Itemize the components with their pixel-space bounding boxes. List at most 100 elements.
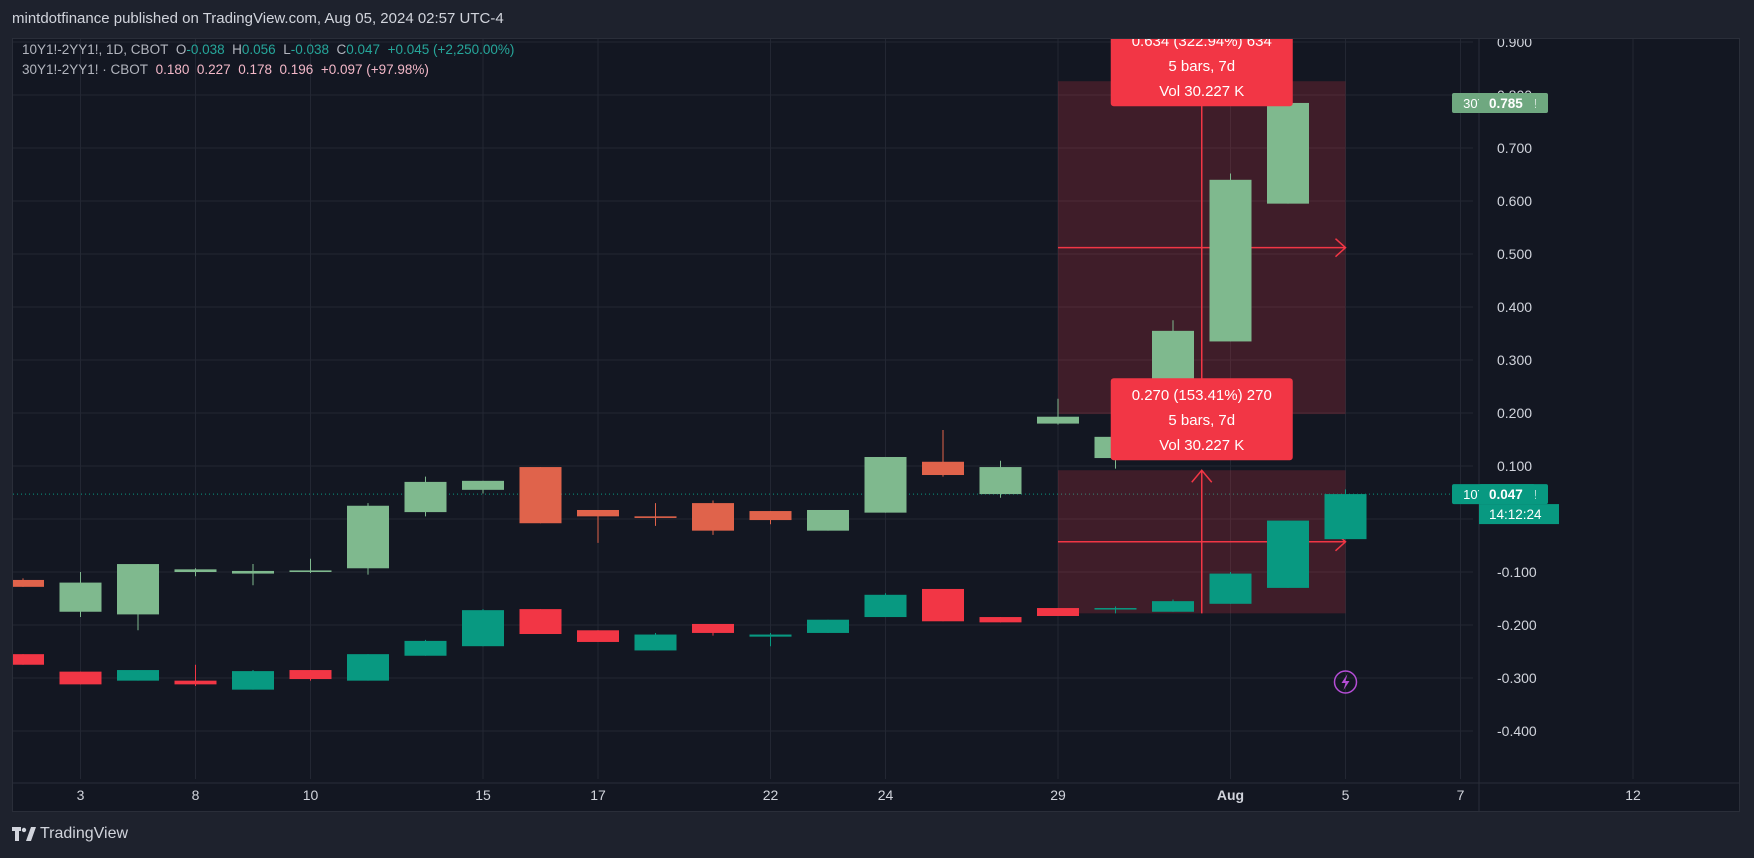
lightning-icon[interactable] xyxy=(1333,670,1358,694)
series-30y xyxy=(13,81,1309,631)
x-tick-label: 8 xyxy=(192,787,200,803)
candle-body xyxy=(577,630,619,642)
candle-body xyxy=(577,509,619,517)
candle[interactable] xyxy=(692,623,734,636)
x-tick-label: Aug xyxy=(1217,787,1244,803)
candle[interactable] xyxy=(519,609,562,635)
legend-change-2: +0.097 (+97.98%) xyxy=(320,62,429,77)
candle[interactable] xyxy=(174,664,217,686)
candle[interactable] xyxy=(462,480,504,494)
x-tick-label: 12 xyxy=(1625,787,1641,803)
candle[interactable] xyxy=(404,639,447,656)
footer-brand-text: TradingView xyxy=(40,825,129,842)
candle[interactable] xyxy=(979,617,1022,623)
candle[interactable] xyxy=(807,619,849,633)
y-tick-label: 0.900 xyxy=(1497,39,1532,50)
candle[interactable] xyxy=(922,429,964,477)
candle[interactable] xyxy=(1324,489,1367,540)
candle[interactable] xyxy=(519,467,562,524)
y-tick-label: 0.600 xyxy=(1497,193,1532,209)
candle[interactable] xyxy=(1267,520,1309,588)
legend-high: 0.056 xyxy=(241,42,276,57)
lightning-icon-bolt xyxy=(1341,674,1350,690)
measure-arrow-up xyxy=(1191,469,1213,483)
candle[interactable] xyxy=(749,511,792,525)
candle[interactable] xyxy=(59,572,102,618)
candle[interactable] xyxy=(174,568,217,577)
legend-close: 0.047 xyxy=(346,42,381,57)
price-value-tag-text: 0.047 xyxy=(1489,487,1523,502)
y-tick-label: -0.100 xyxy=(1497,564,1537,580)
candle[interactable] xyxy=(232,670,274,690)
candle[interactable] xyxy=(13,578,44,587)
candle[interactable] xyxy=(347,654,389,681)
candle-body xyxy=(634,634,677,651)
candle-body xyxy=(1152,601,1194,612)
candle[interactable] xyxy=(404,476,447,517)
candle-body xyxy=(289,570,332,572)
candle[interactable] xyxy=(13,654,44,665)
candle[interactable] xyxy=(864,593,907,618)
measure-label-box xyxy=(1110,39,1293,107)
candle[interactable] xyxy=(634,632,677,651)
candle[interactable] xyxy=(864,456,907,513)
candle[interactable] xyxy=(1152,320,1194,390)
candle[interactable] xyxy=(232,564,274,586)
chart-frame[interactable]: 0.9000.8000.7000.6000.5000.4000.3000.200… xyxy=(12,38,1740,812)
candle[interactable] xyxy=(807,509,849,531)
legend-symbol-2[interactable]: 30Y1!-2YY1! · CBOT xyxy=(22,62,149,77)
x-tick-label: 3 xyxy=(77,787,85,803)
candle[interactable] xyxy=(634,503,677,526)
series-10y xyxy=(13,489,1367,690)
candle[interactable] xyxy=(1037,398,1079,425)
candle-body xyxy=(59,671,102,685)
candle[interactable] xyxy=(289,558,332,574)
candle[interactable] xyxy=(749,632,792,647)
candle-body xyxy=(1209,179,1252,342)
candle[interactable] xyxy=(922,588,964,622)
candle[interactable] xyxy=(979,460,1022,498)
x-tick-label: 29 xyxy=(1050,787,1066,803)
measure-arrow-right xyxy=(1334,238,1347,258)
chart-canvas[interactable]: 0.9000.8000.7000.6000.5000.4000.3000.200… xyxy=(13,39,1739,811)
candle[interactable] xyxy=(1094,606,1137,614)
candle[interactable] xyxy=(117,564,159,631)
y-tick-label: 0.400 xyxy=(1497,299,1532,315)
tradingview-brand[interactable]: TradingView xyxy=(12,825,128,843)
measure-label-1: 0.634 (322.94%) 634 5 bars, 7d Vol 30.227 … xyxy=(1110,39,1293,107)
candle[interactable] xyxy=(59,671,102,685)
y-tick-label: 0.100 xyxy=(1497,458,1532,474)
x-tick-label: 7 xyxy=(1457,787,1465,803)
candle[interactable] xyxy=(577,630,619,642)
candle[interactable] xyxy=(1267,81,1309,204)
countdown-tag xyxy=(1479,504,1559,525)
candle[interactable] xyxy=(1209,572,1252,604)
candle[interactable] xyxy=(1152,599,1194,612)
candle[interactable] xyxy=(1209,173,1252,342)
candle-body xyxy=(749,634,792,637)
legend-o-label: O xyxy=(175,42,187,57)
candle[interactable] xyxy=(1037,608,1079,616)
candle[interactable] xyxy=(462,609,504,647)
legend-symbol-1[interactable]: 10Y1!-2YY1!, 1D, CBOT xyxy=(22,42,169,57)
candle-body xyxy=(864,456,907,513)
candle[interactable] xyxy=(692,500,734,535)
candle-body xyxy=(922,588,964,622)
measure-label-2: 0.270 (153.41%) 270 5 bars, 7d Vol 30.227 … xyxy=(1110,378,1293,461)
legend-open-2: 0.180 xyxy=(155,62,190,77)
candle-body xyxy=(289,670,332,680)
candle-body xyxy=(174,680,217,685)
candle-body xyxy=(13,579,44,587)
legend-line-2: 30Y1!-2YY1! · CBOT 0.180 0.227 0.178 0.1… xyxy=(22,62,429,77)
y-tick-label: 0.300 xyxy=(1497,352,1532,368)
candle[interactable] xyxy=(117,670,159,681)
price-value-tag xyxy=(1479,92,1535,113)
price-tag-1: 30Y1!-2YY1!0.785 xyxy=(1452,92,1548,113)
candle-body xyxy=(634,516,677,518)
candle[interactable] xyxy=(577,509,619,543)
candle[interactable] xyxy=(289,670,332,681)
candle[interactable] xyxy=(347,503,389,575)
legend-change-1: +0.045 (+2,250.00%) xyxy=(387,42,515,57)
measure-label-text: 5 bars, 7d xyxy=(1168,412,1235,429)
publish-info: mintdotfinance published on TradingView.… xyxy=(12,10,504,27)
